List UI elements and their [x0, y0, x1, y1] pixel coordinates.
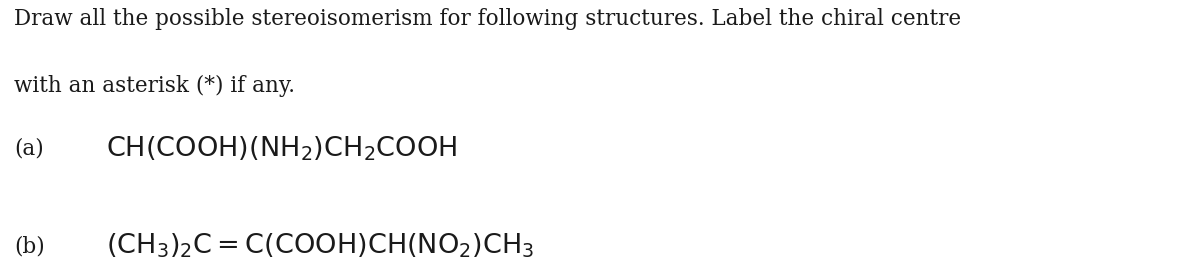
- Text: Draw all the possible stereoisomerism for following structures. Label the chiral: Draw all the possible stereoisomerism fo…: [14, 8, 961, 30]
- Text: (a): (a): [14, 138, 44, 160]
- Text: $\mathrm{(CH_3)_2C{=}C(COOH)CH(NO_2)CH_3}$: $\mathrm{(CH_3)_2C{=}C(COOH)CH(NO_2)CH_3…: [106, 232, 534, 260]
- Text: $\mathrm{CH(COOH)(NH_2)CH_2COOH}$: $\mathrm{CH(COOH)(NH_2)CH_2COOH}$: [106, 135, 457, 163]
- Text: (b): (b): [14, 235, 46, 257]
- Text: with an asterisk (*) if any.: with an asterisk (*) if any.: [14, 75, 295, 97]
